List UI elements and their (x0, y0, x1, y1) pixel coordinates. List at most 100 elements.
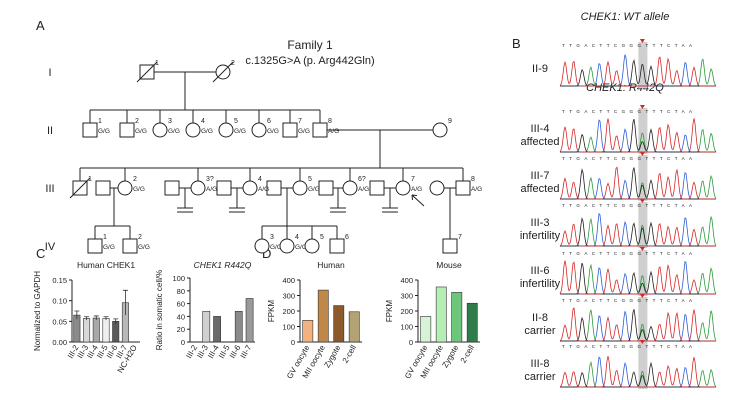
square (369, 180, 385, 196)
square (82, 122, 98, 138)
individual-id: 7 (298, 118, 302, 125)
trace (560, 262, 716, 295)
y-tick-label: 0.15 (52, 276, 67, 285)
genotype: A/G (471, 186, 482, 193)
panel-label: D (262, 246, 271, 261)
panel-label: A (36, 18, 45, 33)
individual-id: 2 (135, 118, 139, 125)
individual-id: 9 (448, 118, 452, 125)
y-tick-label: 0.05 (52, 317, 67, 326)
genotype: A/G (206, 186, 217, 193)
trace-label: III-8 (531, 358, 550, 370)
circle (342, 180, 358, 196)
site-marker (639, 247, 645, 251)
sequence: TTGACTTCGGGTTTCTAA (562, 109, 697, 114)
trace (560, 356, 716, 388)
circle (432, 122, 448, 138)
trace (559, 356, 716, 388)
generation-label: I (48, 67, 51, 79)
y-tick-label: 0.10 (52, 297, 67, 306)
generation-label: II (47, 125, 53, 137)
square (318, 180, 334, 196)
y-tick-label: 20 (177, 325, 185, 334)
y-tick-label: 100 (282, 323, 295, 332)
bar (302, 319, 314, 343)
bar (466, 302, 478, 343)
y-axis-label: FPKM (385, 300, 394, 323)
trace (560, 118, 716, 153)
genotype: G/G (270, 244, 282, 251)
panel-label: C (36, 246, 45, 261)
highlight-band (638, 202, 648, 248)
bar (348, 311, 360, 343)
error-bar (113, 318, 119, 324)
circle (254, 238, 270, 254)
site-marker (639, 199, 645, 203)
pedigree-title: Family 1 (287, 38, 333, 52)
y-tick-label: 0 (409, 338, 413, 347)
error-bar (93, 315, 99, 321)
genotype: G/G (103, 244, 115, 251)
sequence: TTGACTTCGGGTTTCTAA (562, 251, 697, 256)
generation-label: III (45, 183, 54, 195)
trace (559, 307, 716, 342)
trace-label: affected (521, 183, 560, 195)
y-axis-label: Ratio in somatic cell/% (155, 270, 164, 350)
square (95, 180, 111, 196)
deceased-mark (136, 61, 158, 83)
individual-id: 1 (103, 234, 107, 241)
genotype: G/G (98, 128, 110, 135)
individual-id: 1 (98, 118, 102, 125)
y-tick-label: 0.00 (52, 338, 67, 347)
trace-title: CHEK1: WT allele (581, 11, 670, 23)
chart-title: Human (317, 260, 345, 270)
pedigree-variant: c.1325G>A (p. Arg442Gln) (245, 55, 374, 67)
circle (304, 238, 320, 254)
circle (117, 180, 133, 196)
bar (213, 316, 221, 343)
bar (234, 310, 243, 343)
trace-label: II-9 (532, 63, 548, 75)
error-bar (84, 316, 90, 321)
trace (560, 59, 716, 87)
x-tick-label: Zygote (440, 343, 460, 369)
individual-id: 1 (155, 60, 159, 67)
y-tick-label: 300 (282, 292, 295, 301)
chromatograms: CHEK1: WT allele CHEK1: R442Q TTGACTTCGGGT… (520, 11, 717, 389)
charts: Human CHEK1 Normalized to GAPDH 0.00 0.05 0.… (33, 260, 480, 380)
y-tick-label: 400 (282, 276, 295, 285)
circle (251, 122, 267, 138)
highlight-band (638, 297, 648, 343)
site-marker (639, 294, 645, 298)
genotype: G/G (267, 128, 279, 135)
trace (559, 166, 716, 200)
error-bar (103, 316, 109, 321)
trace-label: III-7 (531, 170, 550, 182)
y-tick-label: 100 (172, 274, 185, 283)
genotype: G/G (138, 244, 150, 251)
individual-id: 5 (234, 118, 238, 125)
proband-arrow (411, 194, 425, 207)
individual-id: 3 (270, 234, 274, 241)
y-tick-label: 200 (400, 307, 413, 316)
deceased-mark (69, 177, 91, 199)
genotype: G/G (135, 128, 147, 135)
genotype: G/G (295, 244, 307, 251)
trace (560, 309, 716, 342)
site-marker (639, 105, 645, 109)
circle (395, 180, 411, 196)
individual-id: 6? (358, 176, 366, 183)
site-marker (639, 152, 645, 156)
square (87, 238, 103, 254)
square (164, 180, 180, 196)
y-tick-label: 300 (400, 292, 413, 301)
circle (292, 180, 308, 196)
deceased-mark (212, 61, 234, 83)
genotype: A/G (328, 128, 339, 135)
circle (218, 122, 234, 138)
bar (333, 305, 345, 343)
circle (190, 180, 206, 196)
trace (560, 167, 716, 200)
bar (112, 321, 120, 343)
